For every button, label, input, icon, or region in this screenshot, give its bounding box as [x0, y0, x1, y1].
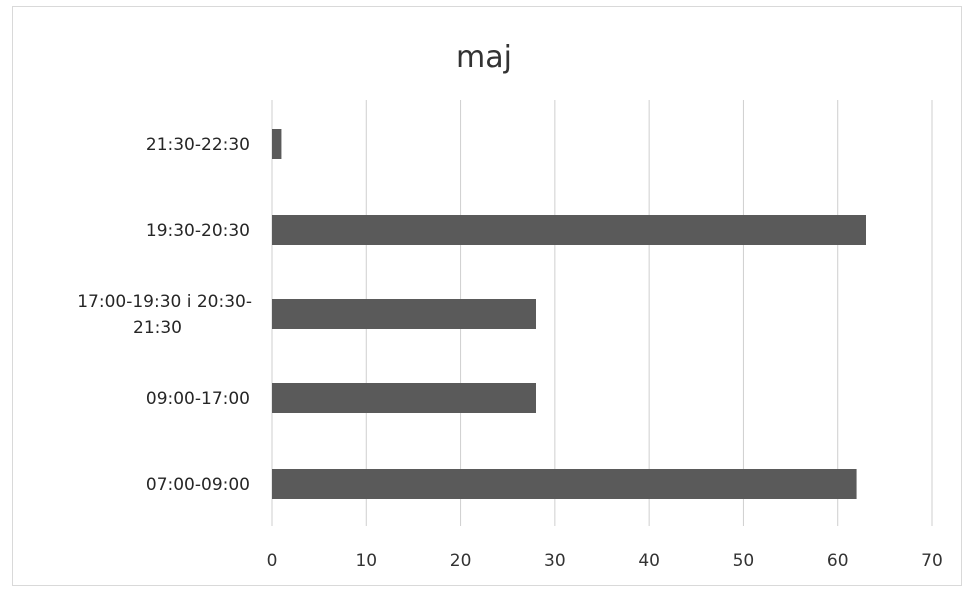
x-tick-label: 20 — [450, 551, 472, 571]
x-tick-label: 10 — [355, 551, 377, 571]
x-tick-label: 50 — [733, 551, 755, 571]
category-label: 19:30-20:30 — [146, 221, 250, 241]
x-tick-label: 70 — [921, 551, 943, 571]
x-tick-label: 60 — [827, 551, 849, 571]
bar — [272, 469, 857, 499]
x-tick-label: 0 — [267, 551, 278, 571]
bar — [272, 383, 536, 413]
chart-title: maj — [456, 40, 512, 75]
bar — [272, 215, 866, 245]
category-label: 07:00-09:00 — [146, 475, 250, 495]
x-tick-label: 30 — [544, 551, 566, 571]
category-labels: 21:30-22:30 19:30-20:30 17:00-19:30 i 20:3… — [77, 135, 252, 495]
category-label: 09:00-17:00 — [146, 389, 250, 409]
bar — [272, 129, 282, 159]
x-tick-labels: 0 10 20 30 40 50 60 70 — [267, 551, 943, 571]
category-label: 21:30-22:30 — [146, 135, 250, 155]
bar — [272, 299, 536, 329]
category-label: 17:00-19:30 i 20:30-21:30 — [77, 292, 252, 338]
x-tick-label: 40 — [638, 551, 660, 571]
bars — [272, 129, 866, 499]
